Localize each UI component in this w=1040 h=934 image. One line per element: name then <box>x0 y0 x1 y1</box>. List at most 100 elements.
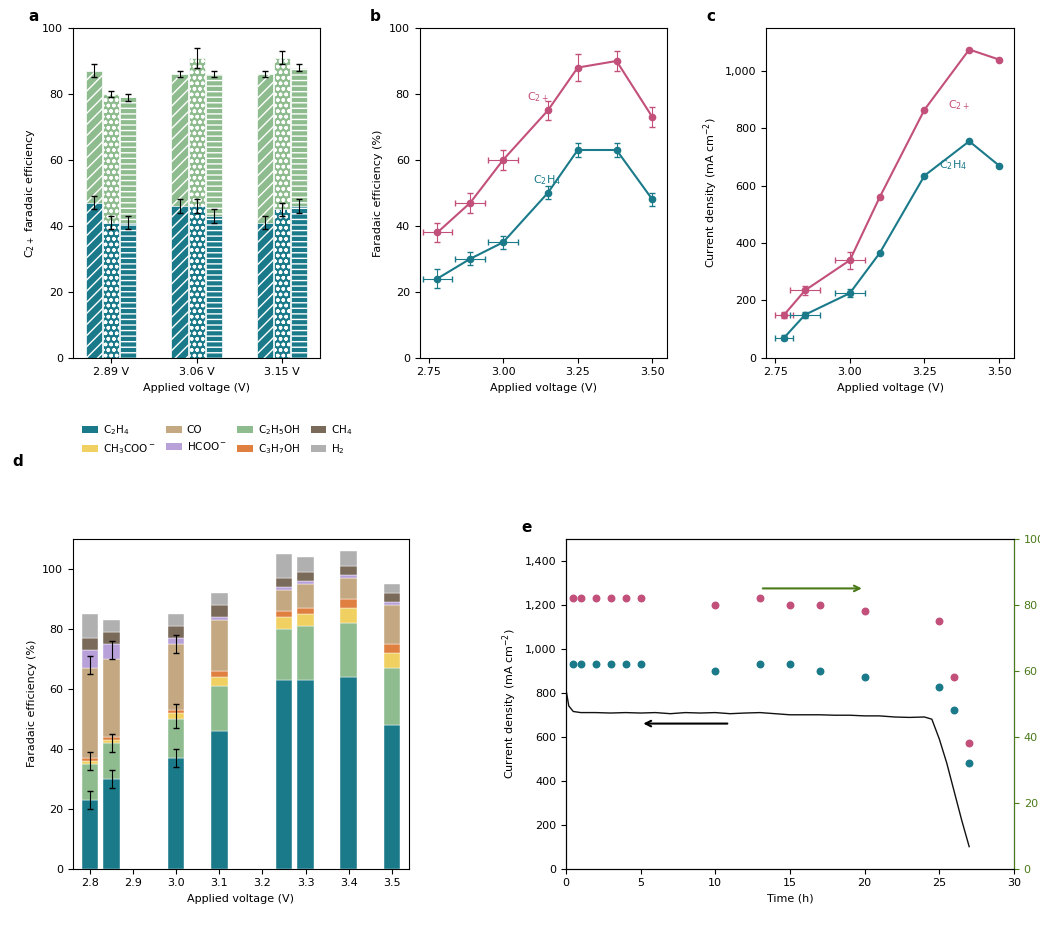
Bar <box>297 584 314 608</box>
Y-axis label: C$_{2+}$ faradaic efficiency: C$_{2+}$ faradaic efficiency <box>23 128 36 258</box>
X-axis label: Time (h): Time (h) <box>766 894 813 904</box>
Bar <box>103 94 120 358</box>
Bar <box>340 575 357 578</box>
Legend: C$_2$H$_4$, CH$_3$COO$^-$, CO, HCOO$^-$, C$_2$H$_5$OH, C$_3$H$_7$OH, CH$_4$, H$_: C$_2$H$_4$, CH$_3$COO$^-$, CO, HCOO$^-$,… <box>78 419 357 460</box>
Bar <box>172 206 187 358</box>
Bar <box>384 605 400 644</box>
Bar <box>384 725 400 869</box>
Text: b: b <box>370 9 381 24</box>
Point <box>782 657 799 672</box>
Point <box>752 591 769 606</box>
Bar <box>276 590 292 611</box>
Bar <box>384 593 400 601</box>
Text: C$_{2+}$: C$_{2+}$ <box>527 91 549 105</box>
Bar <box>211 671 228 677</box>
Bar <box>82 650 98 668</box>
Point <box>961 736 978 751</box>
Bar <box>82 668 98 757</box>
Y-axis label: Faradaic efficiency (%): Faradaic efficiency (%) <box>373 129 384 257</box>
Point <box>752 657 769 672</box>
Y-axis label: Current density (mA cm$^{-2}$): Current density (mA cm$^{-2}$) <box>500 629 519 779</box>
Bar <box>384 644 400 653</box>
Text: C$_2$H$_4$: C$_2$H$_4$ <box>939 159 967 172</box>
Bar <box>82 614 98 638</box>
Text: d: d <box>12 455 23 470</box>
Bar <box>168 644 184 710</box>
Point <box>572 657 589 672</box>
Bar <box>86 203 102 358</box>
Bar <box>211 730 228 869</box>
X-axis label: Applied voltage (V): Applied voltage (V) <box>144 383 251 393</box>
Bar <box>168 626 184 638</box>
Bar <box>103 632 120 644</box>
Point <box>588 591 604 606</box>
Bar <box>206 216 222 358</box>
Point <box>618 591 634 606</box>
Bar <box>257 74 274 358</box>
Bar <box>211 593 228 605</box>
Point <box>565 591 581 606</box>
Bar <box>276 578 292 587</box>
Point <box>946 703 963 718</box>
Bar <box>340 623 357 677</box>
Bar <box>340 578 357 599</box>
Point <box>602 591 619 606</box>
Bar <box>103 620 120 632</box>
Bar <box>340 599 357 608</box>
Bar <box>172 74 187 358</box>
Bar <box>274 209 290 358</box>
Bar <box>384 668 400 725</box>
Y-axis label: Current density (mA cm$^{-2}$): Current density (mA cm$^{-2}$) <box>701 118 720 268</box>
Text: a: a <box>28 9 38 24</box>
Point <box>632 657 649 672</box>
Point <box>707 598 724 613</box>
Bar <box>340 566 357 575</box>
Point <box>782 598 799 613</box>
Bar <box>82 760 98 764</box>
Bar <box>103 644 120 658</box>
Bar <box>297 608 314 614</box>
Bar <box>291 67 307 358</box>
Point <box>946 670 963 685</box>
Bar <box>274 58 290 358</box>
Bar <box>340 551 357 566</box>
Bar <box>340 608 357 623</box>
Bar <box>103 658 120 737</box>
Bar <box>297 626 314 680</box>
Text: e: e <box>521 520 531 535</box>
Point <box>588 657 604 672</box>
Bar <box>276 587 292 590</box>
Bar <box>384 601 400 605</box>
Bar <box>297 614 314 626</box>
Bar <box>82 800 98 869</box>
Bar <box>340 677 357 869</box>
X-axis label: Applied voltage (V): Applied voltage (V) <box>187 894 294 904</box>
Bar <box>168 757 184 869</box>
Bar <box>103 779 120 869</box>
Bar <box>103 222 120 358</box>
Bar <box>297 572 314 581</box>
Bar <box>188 58 205 358</box>
Bar <box>291 206 307 358</box>
Y-axis label: Faradaic efficiency (%): Faradaic efficiency (%) <box>27 640 36 768</box>
Point <box>565 657 581 672</box>
Point <box>811 598 828 613</box>
Bar <box>168 710 184 713</box>
Bar <box>211 620 228 671</box>
Bar <box>82 757 98 760</box>
Bar <box>384 584 400 593</box>
Point <box>931 680 947 695</box>
Bar <box>211 605 228 616</box>
Bar <box>297 557 314 572</box>
Bar <box>82 764 98 800</box>
Bar <box>103 737 120 740</box>
Point <box>707 663 724 678</box>
Bar <box>168 713 184 719</box>
Text: C$_{2+}$: C$_{2+}$ <box>948 98 970 112</box>
Bar <box>168 614 184 626</box>
Point <box>931 614 947 629</box>
Text: C$_2$H$_4$: C$_2$H$_4$ <box>532 173 562 187</box>
Bar <box>211 677 228 686</box>
Point <box>856 604 873 619</box>
Bar <box>211 616 228 620</box>
